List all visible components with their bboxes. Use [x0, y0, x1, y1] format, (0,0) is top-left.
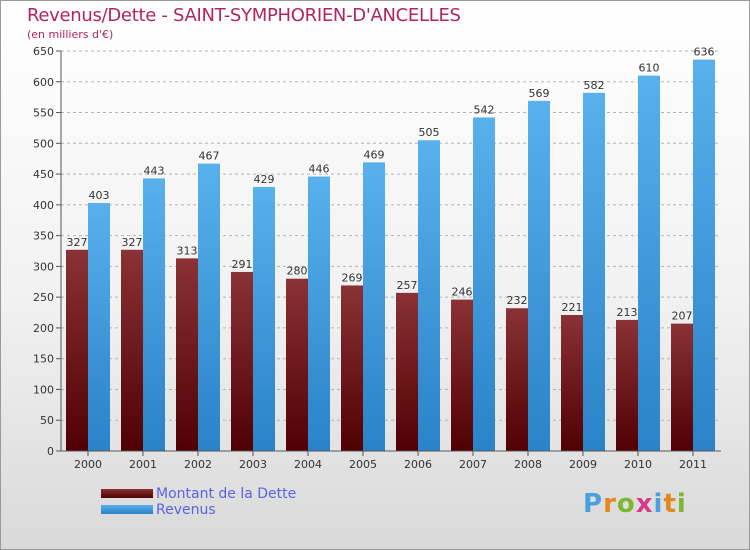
bar-revenus	[198, 163, 220, 451]
y-tick-label: 450	[33, 168, 54, 181]
value-label-dette: 291	[232, 258, 253, 271]
bar-dette	[121, 249, 143, 451]
value-label-revenus: 610	[639, 62, 660, 75]
value-label-revenus: 467	[199, 150, 220, 163]
y-tick-label: 600	[33, 76, 54, 89]
value-label-dette: 232	[507, 294, 528, 307]
value-label-revenus: 469	[364, 148, 385, 161]
y-tick-label: 400	[33, 199, 54, 212]
proxiti-logo: Proxiti	[583, 489, 687, 519]
y-tick-label: 550	[33, 107, 54, 120]
bars	[66, 59, 715, 452]
bar-revenus	[253, 187, 275, 451]
value-label-revenus: 542	[474, 103, 495, 116]
bar-dette	[561, 315, 583, 451]
x-tick-label: 2000	[74, 458, 102, 471]
bar-dette	[671, 323, 693, 451]
value-label-revenus: 582	[584, 79, 605, 92]
value-label-revenus: 636	[694, 46, 715, 59]
logo-letter: t	[663, 489, 677, 519]
x-tick-label: 2005	[349, 458, 377, 471]
y-tick-label: 300	[33, 260, 54, 273]
legend-swatch-revenus	[101, 505, 153, 514]
value-label-dette: 257	[397, 279, 418, 292]
bar-revenus	[363, 162, 385, 451]
bar-revenus	[693, 59, 715, 451]
bar-revenus	[88, 203, 110, 451]
logo-letter: P	[583, 489, 604, 519]
bar-dette	[286, 278, 308, 451]
value-labels: 327 403 327 443 313 467 291 429 280 446 269 469 257 5…	[67, 46, 715, 323]
bar-revenus	[418, 140, 440, 451]
value-label-dette: 327	[122, 236, 143, 249]
bar-dette	[231, 271, 253, 451]
chart-title: Revenus/Dette - SAINT-SYMPHORIEN-D'ANCEL…	[27, 5, 461, 26]
y-tick-label: 200	[33, 322, 54, 335]
value-label-revenus: 443	[144, 164, 165, 177]
y-tick-label: 0	[47, 445, 54, 458]
value-label-revenus: 569	[529, 87, 550, 100]
y-tick-label: 50	[40, 414, 54, 427]
bar-revenus	[473, 117, 495, 451]
value-label-revenus: 505	[419, 126, 440, 139]
value-label-dette: 313	[177, 244, 198, 257]
bar-dette	[451, 299, 473, 451]
grid-lines	[61, 50, 721, 421]
logo-letter: x	[635, 489, 654, 519]
bar-dette	[341, 285, 363, 451]
y-tick-label: 150	[33, 353, 54, 366]
value-label-dette: 269	[342, 271, 363, 284]
value-label-dette: 213	[617, 306, 638, 319]
x-tick-label: 2002	[184, 458, 212, 471]
logo-letter: i	[676, 489, 687, 519]
value-label-revenus: 429	[254, 173, 275, 186]
bar-dette	[506, 308, 528, 451]
bar-dette	[396, 292, 418, 451]
legend-swatch-dette	[101, 489, 153, 498]
x-tick-label: 2006	[404, 458, 432, 471]
bar-revenus	[583, 92, 605, 451]
x-tick-label: 2009	[569, 458, 597, 471]
bar-revenus	[528, 100, 550, 451]
logo-letter: o	[616, 489, 636, 519]
x-tick-label: 2003	[239, 458, 267, 471]
x-tick-label: 2001	[129, 458, 157, 471]
x-tick-label: 2010	[624, 458, 652, 471]
value-label-dette: 280	[287, 265, 308, 278]
y-tick-label: 250	[33, 291, 54, 304]
y-tick-label: 100	[33, 383, 54, 396]
bar-dette	[616, 319, 638, 451]
axes: 0 50 100 150 200 250 300 350 400 450 500 550 600 650 2…	[33, 45, 721, 471]
legend-label-dette: Montant de la Dette	[156, 486, 297, 502]
value-label-dette: 221	[562, 301, 583, 314]
bar-revenus	[638, 75, 660, 451]
x-tick-label: 2004	[294, 458, 322, 471]
y-tick-label: 650	[33, 45, 54, 58]
bar-revenus	[143, 178, 165, 451]
value-label-dette: 207	[672, 310, 693, 323]
value-label-dette: 246	[452, 286, 473, 299]
logo-letter: r	[603, 489, 617, 519]
x-tick-label: 2007	[459, 458, 487, 471]
value-label-revenus: 403	[89, 189, 110, 202]
y-tick-label: 350	[33, 230, 54, 243]
x-tick-label: 2011	[679, 458, 707, 471]
value-label-dette: 327	[67, 236, 88, 249]
bar-chart: 327 403 327 443 313 467 291 429 280 446 269 469 257 5…	[33, 45, 721, 471]
bar-revenus	[308, 176, 330, 452]
x-tick-label: 2008	[514, 458, 542, 471]
y-tick-label: 500	[33, 137, 54, 150]
bar-dette	[176, 258, 198, 451]
legend-label-revenus: Revenus	[156, 502, 216, 518]
chart-subtitle: (en milliers d'€)	[27, 28, 114, 41]
value-label-revenus: 446	[309, 163, 330, 176]
bar-dette	[66, 249, 88, 451]
logo-letter: i	[653, 489, 664, 519]
